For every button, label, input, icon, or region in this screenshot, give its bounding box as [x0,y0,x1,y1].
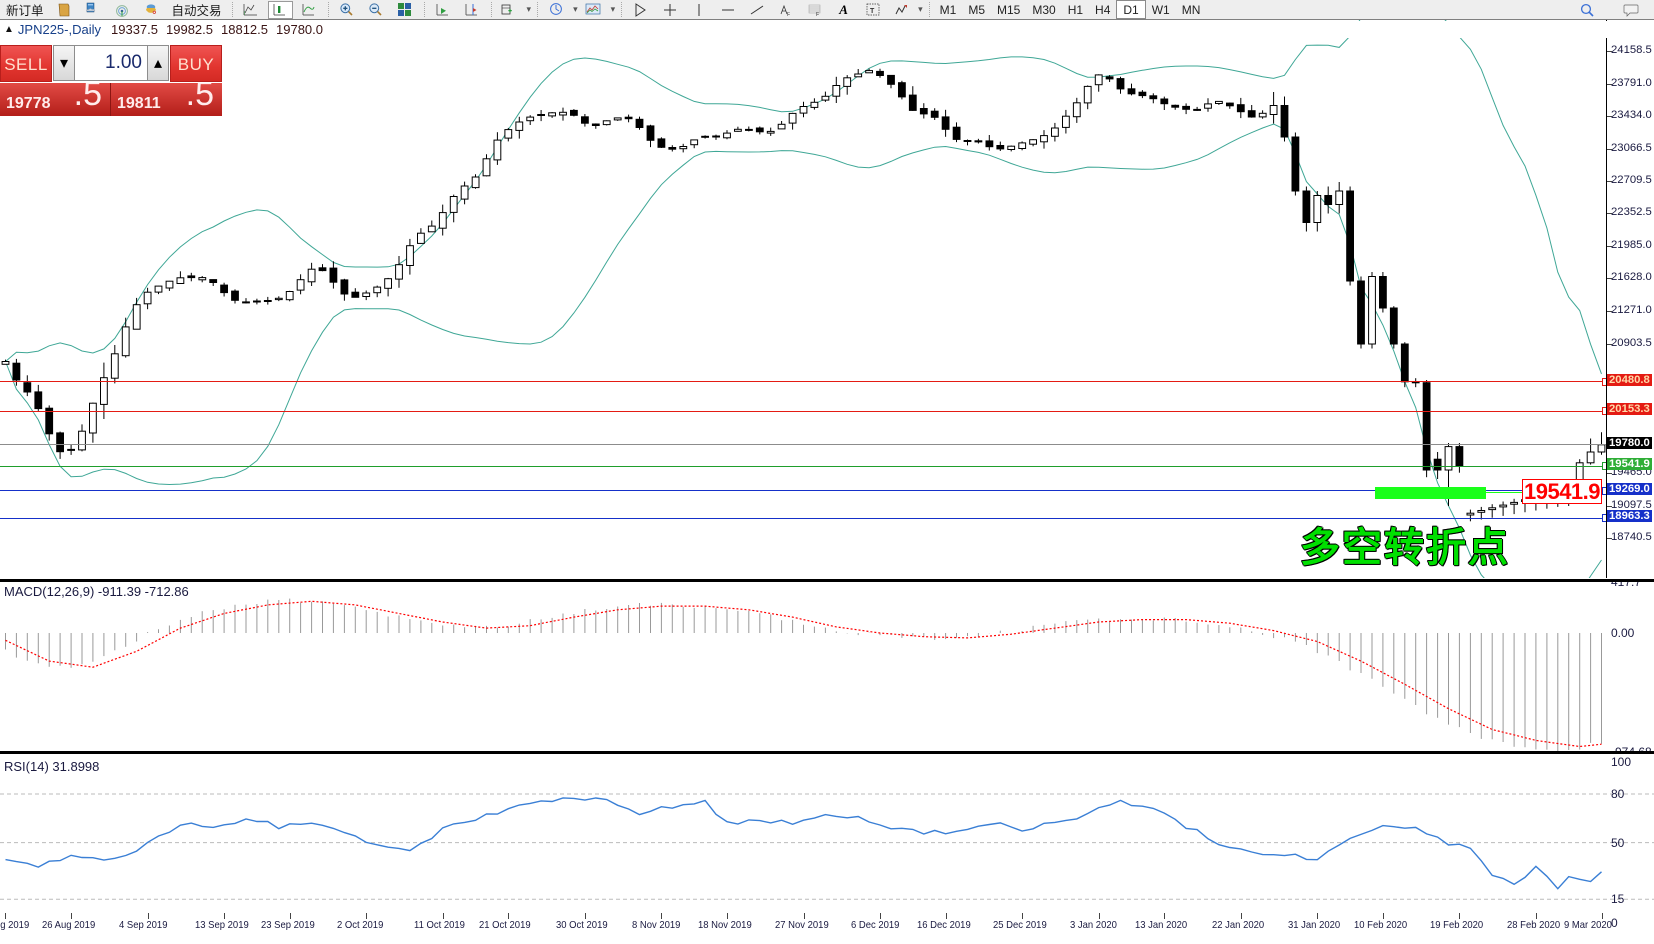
svg-text:F: F [787,12,790,18]
svg-text:T: T [870,8,875,15]
svg-text:l: l [244,11,245,17]
svg-text:F: F [816,12,819,18]
